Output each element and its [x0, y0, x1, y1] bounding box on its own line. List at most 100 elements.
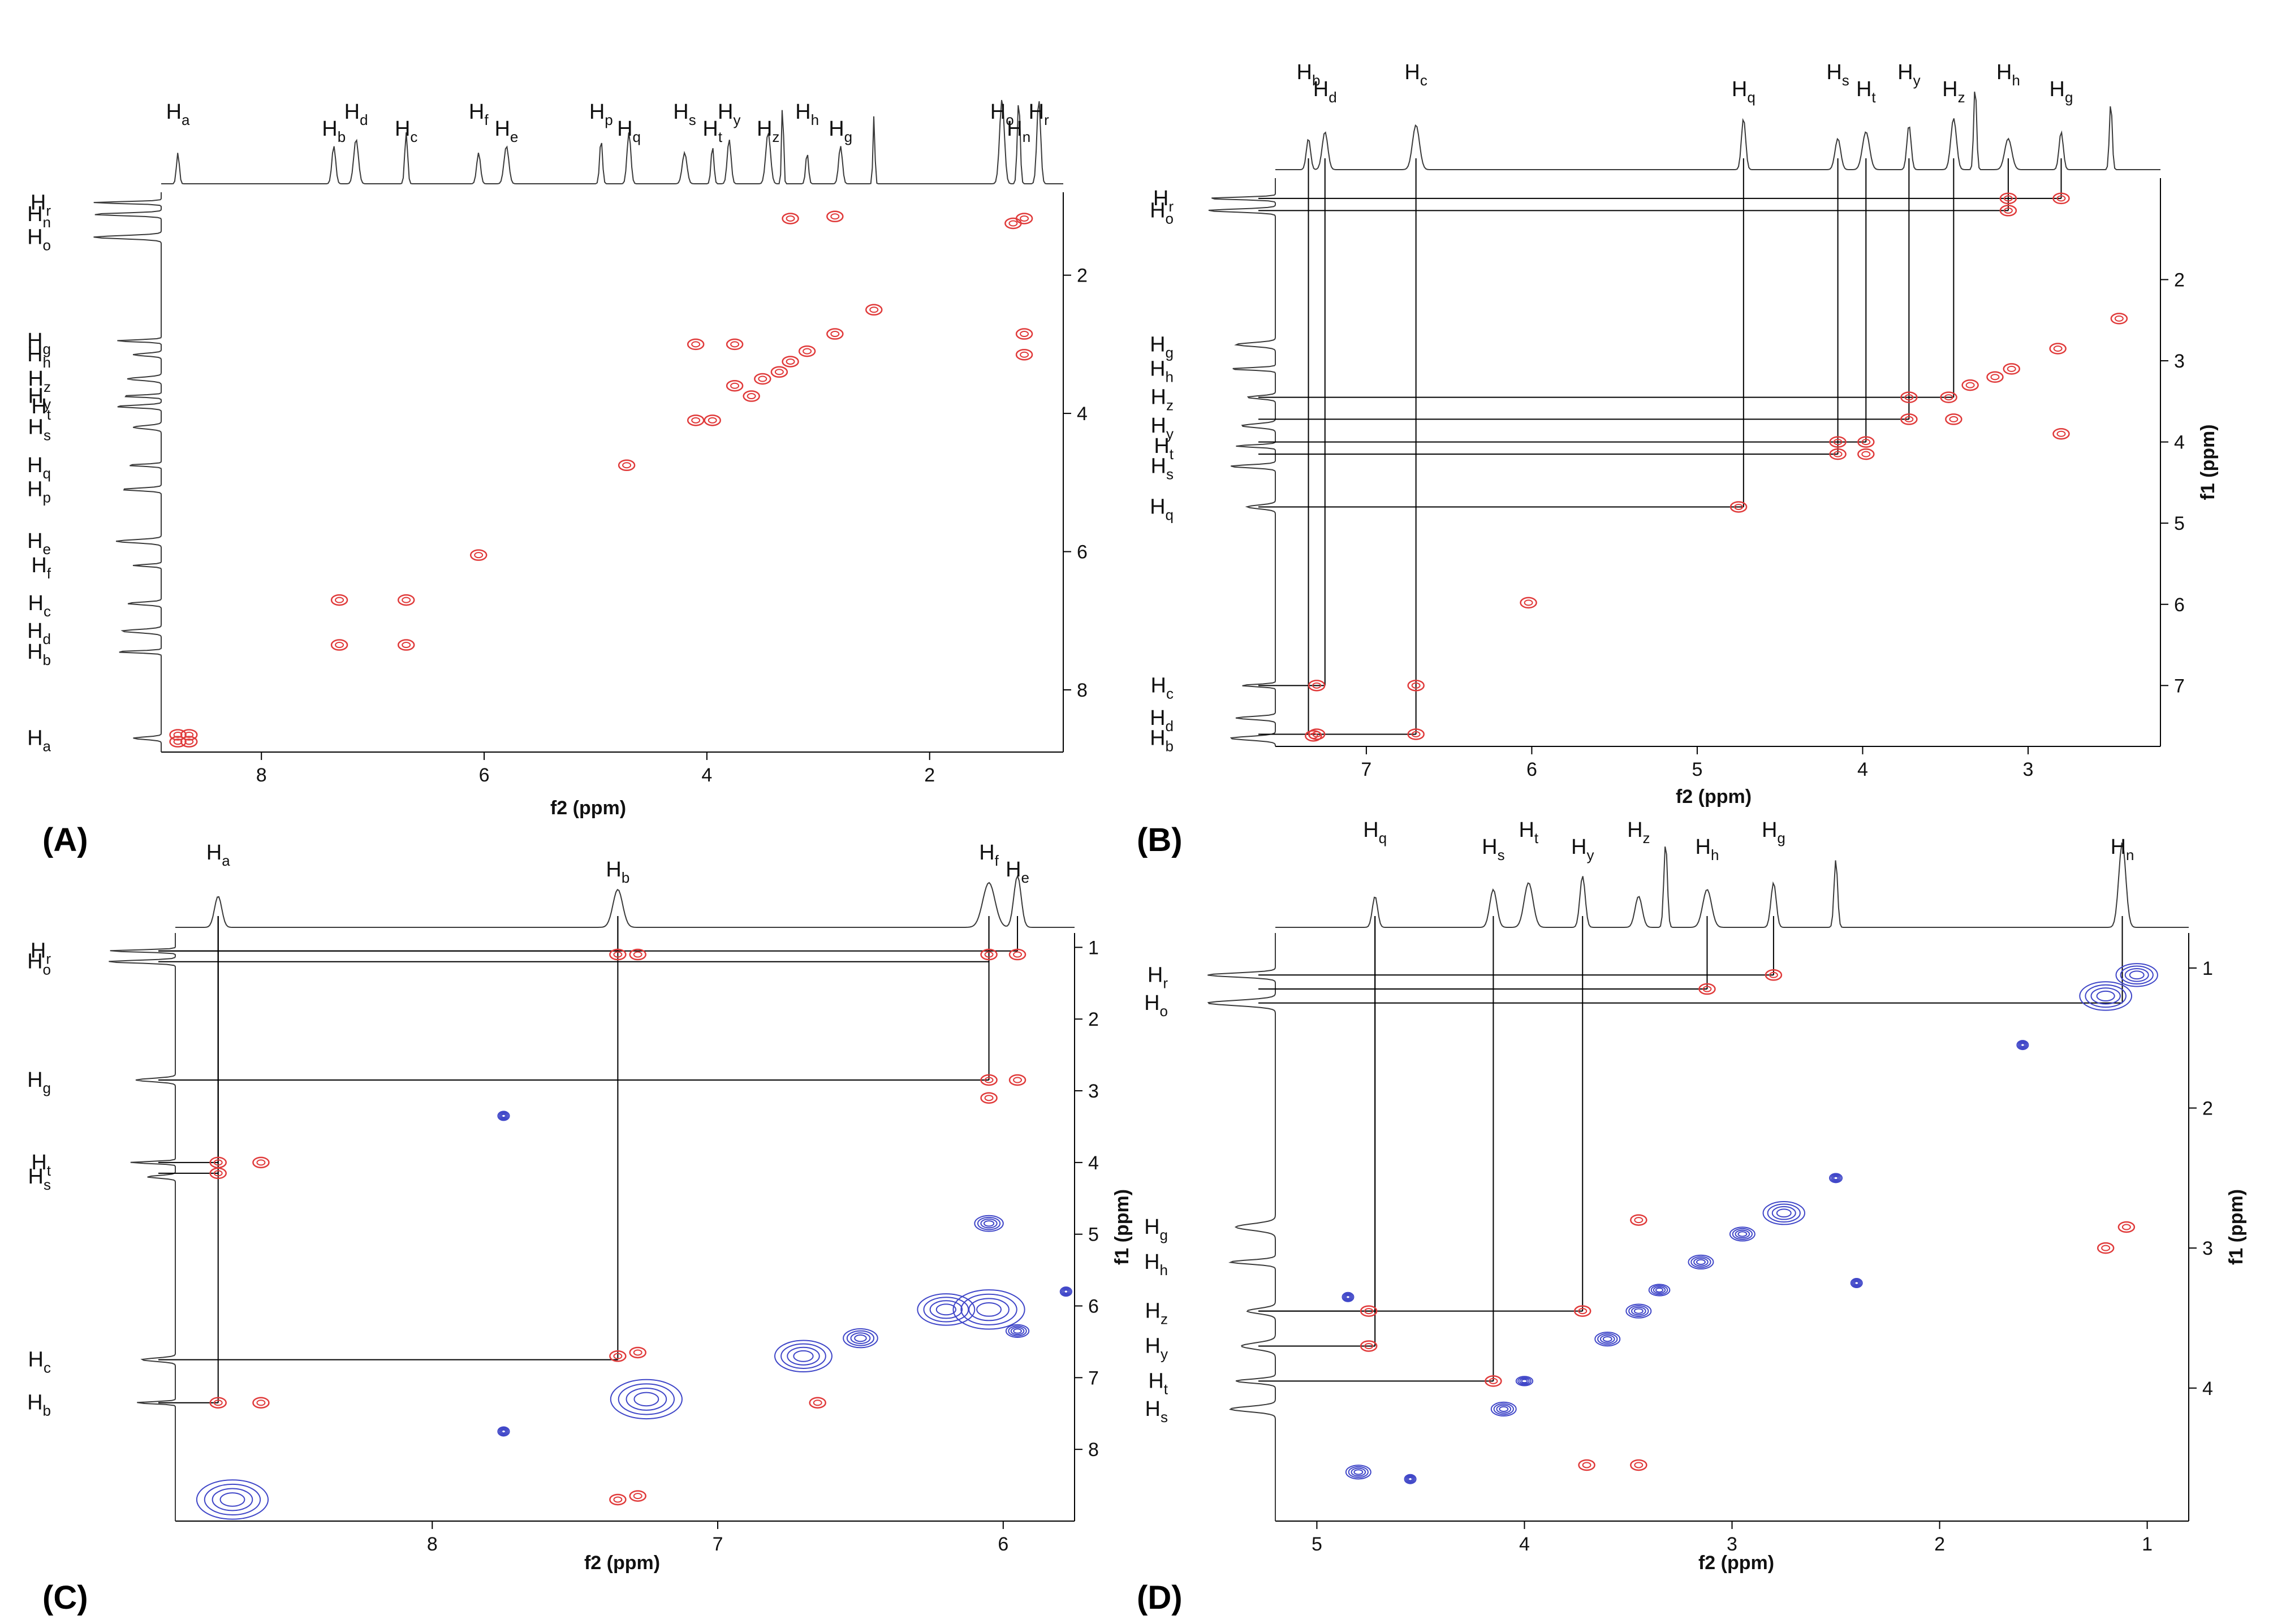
contour-ring: [770, 366, 788, 378]
side-peak-label-s: Hs: [1145, 1397, 1168, 1426]
x-tick-label: 8: [256, 765, 267, 786]
contour-ring: [498, 1427, 509, 1436]
cross-peak: [809, 1397, 826, 1409]
contour-ring: [1630, 1459, 1647, 1471]
side-peak-label-g: Hg: [27, 1068, 51, 1096]
cross-peak: [1407, 680, 1425, 692]
contour-ring: [1776, 1208, 1792, 1218]
contour-ring: [618, 1383, 675, 1415]
cross-peak: [826, 328, 844, 340]
contour-ring: [1650, 1285, 1668, 1295]
contour-ring: [2003, 207, 2013, 214]
contour-peak: [1850, 1278, 1863, 1289]
contour-ring: [498, 1112, 509, 1120]
contour-ring: [1015, 328, 1033, 340]
y-tick-label: 6: [1088, 1296, 1099, 1318]
contour-ring: [1904, 394, 1914, 401]
contour-ring: [1999, 205, 2017, 217]
contour-ring: [1737, 1231, 1748, 1237]
contour-ring: [252, 1397, 270, 1409]
contour-ring: [976, 1302, 1002, 1317]
contour-peak: [1005, 1324, 1030, 1338]
y-tick-label: 7: [1088, 1367, 1099, 1389]
contour-ring: [1630, 1214, 1647, 1226]
contour-ring: [960, 1293, 1017, 1325]
cross-peak: [1900, 413, 1918, 425]
cross-peak: [1407, 728, 1425, 740]
side-peak-label-g: Hg: [1144, 1215, 1168, 1243]
contour-ring: [1521, 1379, 1528, 1384]
contour-ring: [2017, 1040, 2028, 1049]
contour-ring: [1013, 1077, 1023, 1083]
x-tick-label: 5: [1692, 759, 1702, 780]
contour-ring: [782, 356, 799, 368]
cross-peak: [618, 459, 636, 472]
contour-ring: [704, 414, 721, 426]
contour-ring: [1854, 1281, 1860, 1285]
side-peak-label-t: Ht: [1154, 434, 1174, 463]
contour-ring: [830, 331, 840, 338]
top-1d-spectrum-trace: [175, 874, 1075, 928]
contour-ring: [1653, 1286, 1666, 1294]
cross-peak: [980, 1092, 998, 1104]
top-peak-label-e: He: [494, 117, 518, 145]
contour-ring: [980, 1092, 998, 1104]
top-peak-label-r: Hr: [1029, 100, 1049, 128]
cross-peak: [726, 379, 744, 392]
cross-peak: [169, 729, 187, 741]
cross-peak: [1857, 448, 1875, 460]
contour-peak: [1404, 1474, 1417, 1484]
contour-ring: [1351, 1467, 1366, 1477]
contour-ring: [1702, 986, 1712, 992]
contour-ring: [974, 1215, 1004, 1232]
contour-ring: [497, 1111, 510, 1121]
side-1d-spectrum-trace: [1207, 933, 1276, 1521]
contour-ring: [474, 552, 484, 559]
contour-ring: [2124, 968, 2149, 982]
contour-ring: [1829, 448, 1847, 460]
contour-ring: [730, 341, 740, 348]
side-peak-label-b: Hb: [1150, 727, 1174, 755]
contour-ring: [501, 1113, 506, 1118]
panel-letter: (A): [42, 822, 88, 858]
side-peak-label-o: Ho: [27, 225, 51, 253]
contour-ring: [1407, 680, 1425, 692]
contour-ring: [1696, 1259, 1706, 1265]
side-peak-label-h: Hh: [27, 343, 51, 371]
contour-ring: [1648, 1284, 1671, 1297]
contour-ring: [2090, 987, 2121, 1005]
contour-ring: [1411, 731, 1421, 737]
contour-ring: [1360, 1340, 1378, 1352]
cross-peak: [2003, 363, 2020, 375]
contour-ring: [1857, 436, 1875, 448]
contour-ring: [335, 642, 344, 649]
y-tick-label: 4: [1077, 403, 1088, 425]
contour-ring: [1342, 1292, 1355, 1302]
contour-peak: [843, 1328, 878, 1349]
cross-peak: [980, 948, 998, 961]
contour-ring: [499, 1112, 508, 1119]
contour-ring: [1405, 1475, 1416, 1483]
side-peak-label-t: Ht: [31, 1151, 51, 1179]
contour-ring: [1940, 391, 1957, 403]
contour-ring: [1990, 374, 2000, 381]
contour-peak: [1625, 1303, 1652, 1319]
contour-ring: [169, 729, 187, 741]
cross-peak: [1015, 213, 1033, 224]
side-peak-label-z: Hz: [28, 367, 51, 395]
contour-ring: [1499, 1406, 1509, 1413]
contour-ring: [335, 597, 344, 603]
contour-ring: [1004, 217, 1022, 230]
contour-ring: [980, 1218, 998, 1229]
cross-peak: [252, 1156, 270, 1169]
contour-ring: [2114, 315, 2124, 322]
side-peak-label-g: Hg: [27, 329, 51, 357]
contour-ring: [2052, 192, 2070, 205]
contour-ring: [184, 738, 194, 745]
contour-ring: [2110, 313, 2128, 325]
cross-peak: [180, 729, 198, 741]
contour-ring: [923, 1297, 969, 1323]
contour-ring: [1732, 1228, 1753, 1240]
